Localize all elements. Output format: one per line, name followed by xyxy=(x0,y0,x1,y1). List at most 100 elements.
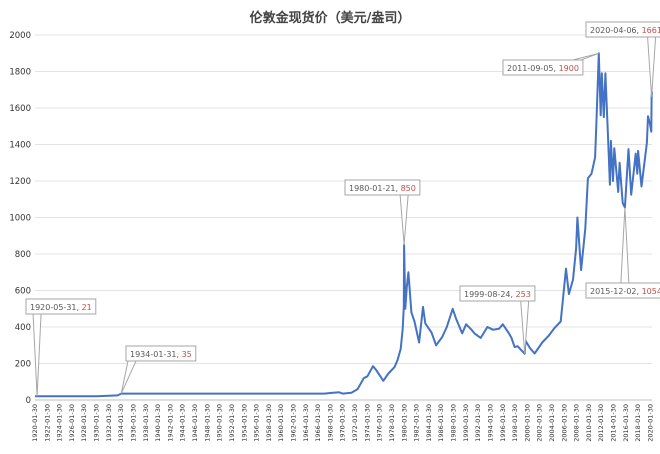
x-tick-label: 2014-01-30 xyxy=(610,404,618,442)
callout-label: 1999-08-24, 253 xyxy=(464,290,531,299)
y-tick-label: 800 xyxy=(15,250,31,260)
callout-value: 21 xyxy=(82,303,92,312)
x-tick-label: 1980-01-30 xyxy=(400,404,408,442)
callout-1934-01-31: 1934-01-31, 35 xyxy=(120,345,197,394)
y-tick-label: 1400 xyxy=(9,141,31,151)
x-tick-label: 1928-01-30 xyxy=(80,404,88,442)
x-tick-label: 1950-01-30 xyxy=(216,404,224,442)
callout-leader xyxy=(120,360,137,394)
x-tick-label: 2006-01-30 xyxy=(560,404,568,442)
x-tick-label: 1998-01-30 xyxy=(511,404,519,442)
callout-date: 2020-04-06, xyxy=(590,26,642,35)
x-tick-label: 1966-01-30 xyxy=(314,404,322,442)
callout-label: 1980-01-21, 850 xyxy=(349,184,416,193)
callouts: 1920-05-31, 21 1934-01-31, 35 1980-01-21, … xyxy=(25,21,660,397)
callout-leader xyxy=(572,52,599,61)
callout-label: 1920-05-31, 21 xyxy=(30,303,92,312)
x-tick-label: 1996-01-30 xyxy=(499,404,507,442)
callout-leader xyxy=(620,207,630,284)
x-tick-label: 1936-01-30 xyxy=(129,404,137,442)
callout-label: 2011-09-05, 1900 xyxy=(507,64,579,73)
series-layer xyxy=(35,52,653,398)
x-tick-label: 1954-01-30 xyxy=(240,404,248,442)
callout-1999-08-24: 1999-08-24, 253 xyxy=(459,285,536,354)
callout-date: 1980-01-21, xyxy=(349,184,401,193)
x-tick-label: 2020-01-30 xyxy=(646,404,654,442)
callout-value: 850 xyxy=(401,184,416,193)
callout-value: 1054 xyxy=(642,287,660,296)
x-tick-label: 1942-01-30 xyxy=(166,404,174,442)
callout-date: 1920-05-31, xyxy=(30,303,82,312)
y-axis-ticks: 0 200 400 600 800 1000 1200 1400 1600 1800 2000 xyxy=(9,31,31,406)
callout-date: 1934-01-31, xyxy=(130,350,182,359)
callout-box xyxy=(585,282,660,299)
x-tick-label: 1990-01-30 xyxy=(462,404,470,442)
x-tick-label: 1984-01-30 xyxy=(425,404,433,442)
x-tick-label: 1946-01-30 xyxy=(191,404,199,442)
x-tick-label: 1924-01-30 xyxy=(56,404,64,442)
chart-title: 伦敦金现货价（美元/盎司） xyxy=(250,10,411,26)
callout-2011-09-05: 2011-09-05, 1900 xyxy=(502,52,599,76)
callout-box xyxy=(502,59,584,76)
x-tick-label: 1952-01-30 xyxy=(228,404,236,442)
callout-2015-12-02: 2015-12-02, 1054 xyxy=(585,207,660,299)
x-tick-label: 1956-01-30 xyxy=(253,404,261,442)
callout-label: 1934-01-31, 35 xyxy=(130,350,192,359)
callout-value: 253 xyxy=(516,290,531,299)
x-tick-label: 1982-01-30 xyxy=(413,404,421,442)
x-tick-label: 2012-01-30 xyxy=(597,404,605,442)
y-tick-label: 200 xyxy=(15,360,31,370)
x-tick-label: 1922-01-30 xyxy=(43,404,51,442)
x-tick-label: 1962-01-30 xyxy=(290,404,298,442)
callout-box xyxy=(125,345,197,362)
x-tick-label: 2004-01-30 xyxy=(548,404,556,442)
x-tick-label: 1994-01-30 xyxy=(486,404,494,442)
y-tick-label: 400 xyxy=(15,323,31,333)
x-tick-label: 1970-01-30 xyxy=(339,404,347,442)
x-tick-label: 2010-01-30 xyxy=(585,404,593,442)
y-tick-label: 1600 xyxy=(9,104,31,114)
x-tick-label: 1974-01-30 xyxy=(363,404,371,442)
x-axis-ticks: 1920-01-30 1922-01-30 1924-01-30 1926-01-30… xyxy=(31,404,654,442)
x-tick-label: 2002-01-30 xyxy=(536,404,544,442)
callout-box xyxy=(25,298,97,315)
callout-1980-01-21: 1980-01-21, 850 xyxy=(344,179,421,245)
series-line xyxy=(35,52,653,398)
callout-box xyxy=(585,21,660,38)
x-tick-label: 2018-01-30 xyxy=(634,404,642,442)
y-tick-label: 1000 xyxy=(9,214,31,224)
x-tick-label: 1944-01-30 xyxy=(179,404,187,442)
callout-leader xyxy=(647,36,657,97)
x-tick-label: 1978-01-30 xyxy=(388,404,396,442)
callout-label: 2020-04-06, 1661 xyxy=(590,26,660,35)
callout-date: 2011-09-05, xyxy=(507,64,559,73)
x-tick-label: 1968-01-30 xyxy=(326,404,334,442)
x-tick-label: 1976-01-30 xyxy=(376,404,384,442)
x-tick-label: 1920-01-30 xyxy=(31,404,39,442)
x-tick-label: 1926-01-30 xyxy=(68,404,76,442)
x-tick-label: 2000-01-30 xyxy=(523,404,531,442)
y-tick-label: 600 xyxy=(15,287,31,297)
y-tick-label: 2000 xyxy=(9,31,31,41)
callout-leader xyxy=(399,194,409,245)
x-tick-label: 1964-01-30 xyxy=(302,404,310,442)
callout-value: 35 xyxy=(182,350,192,359)
x-tick-label: 2016-01-30 xyxy=(622,404,630,442)
callout-leader xyxy=(32,313,42,397)
x-tick-label: 1988-01-30 xyxy=(450,404,458,442)
x-tick-label: 1930-01-30 xyxy=(93,404,101,442)
x-tick-label: 1938-01-30 xyxy=(142,404,150,442)
x-tick-label: 1960-01-30 xyxy=(277,404,285,442)
callout-value: 1900 xyxy=(559,64,579,73)
callout-label: 2015-12-02, 1054 xyxy=(590,287,660,296)
x-tick-label: 1948-01-30 xyxy=(203,404,211,442)
x-tick-label: 1992-01-30 xyxy=(474,404,482,442)
gridlines xyxy=(35,34,652,364)
callout-date: 2015-12-02, xyxy=(590,287,642,296)
callout-date: 1999-08-24, xyxy=(464,290,516,299)
x-tick-label: 1972-01-30 xyxy=(351,404,359,442)
callout-box xyxy=(459,285,536,302)
y-tick-label: 0 xyxy=(26,396,31,406)
